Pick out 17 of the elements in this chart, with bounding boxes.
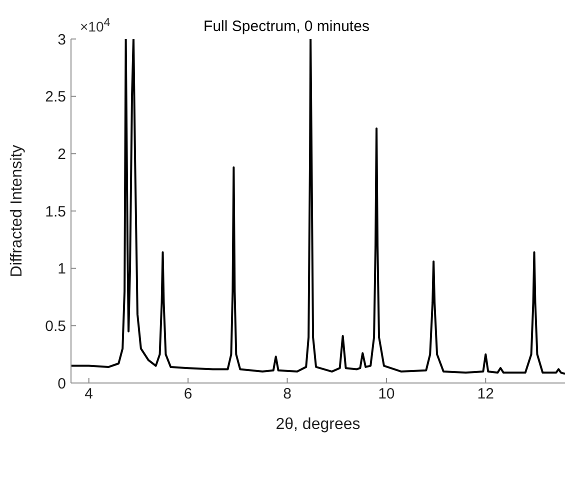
x-tick-label: 12 <box>477 386 494 403</box>
text: ×10$^{4}$ <box>80 16 110 35</box>
y-tick-label: 3 <box>58 31 66 48</box>
x-axis-title: 2θ, degrees <box>276 416 360 433</box>
line-series <box>71 39 565 375</box>
y-tick-label: 0 <box>58 375 66 392</box>
y-axis-title: Diffracted Intensity <box>8 144 26 278</box>
x-tick-label: 6 <box>184 386 192 403</box>
y-tick-label: 2 <box>58 146 66 163</box>
y-tick-label: 1 <box>58 260 66 278</box>
chart-title: Full Spectrum, 0 minutes <box>204 18 370 35</box>
y-tick-label: 0.5 <box>45 318 66 335</box>
y-tick-label: 2.5 <box>45 88 66 106</box>
x-tick-label: 4 <box>84 386 94 403</box>
x-tick-label: 10 <box>378 386 395 403</box>
x-tick-label: 8 <box>283 386 292 403</box>
y-tick-label: 1.5 <box>45 203 66 220</box>
